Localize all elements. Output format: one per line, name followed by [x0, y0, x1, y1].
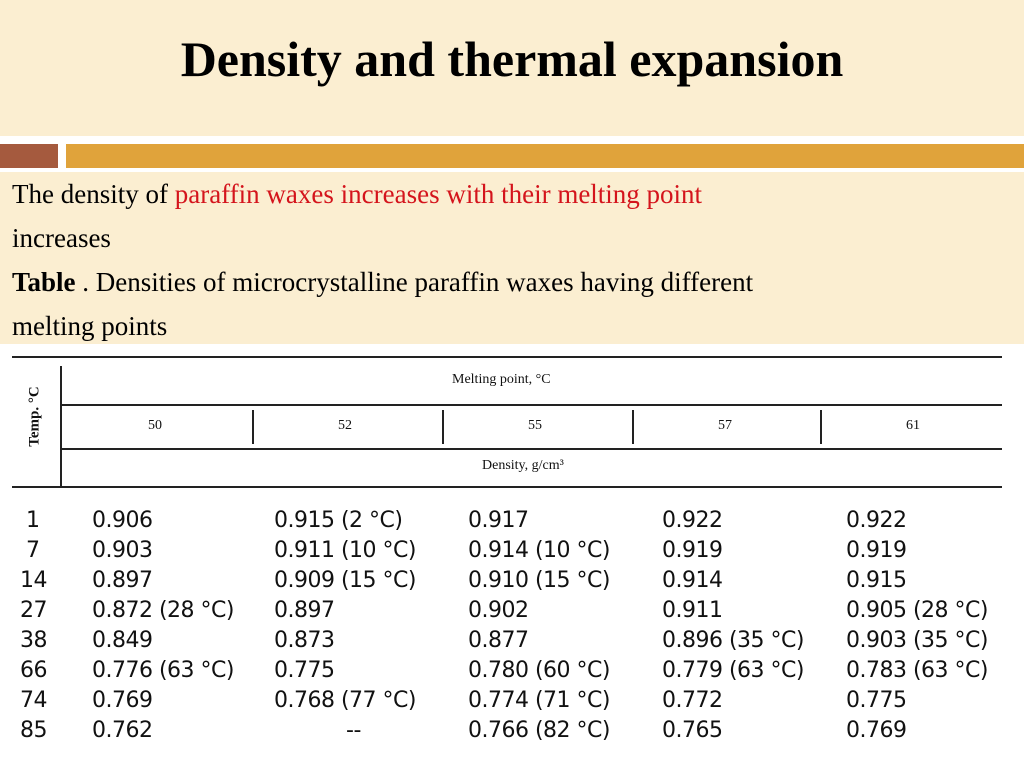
caption-label: Table — [12, 267, 76, 297]
density-cell: 0.915 — [846, 568, 907, 593]
density-table: Temp. °C Melting point, °C Density, g/cm… — [12, 352, 1012, 764]
table-top-rule — [12, 356, 1002, 358]
density-cell: 0.910 (15 °C) — [468, 568, 611, 593]
col-header-55: 55 — [528, 418, 542, 433]
density-cell: 0.775 — [274, 658, 335, 683]
melting-point-header: Melting point, °C — [452, 372, 551, 387]
density-cell: 0.766 (82 °C) — [468, 718, 611, 743]
density-cell: 0.905 (28 °C) — [846, 598, 989, 623]
density-cell: 0.914 — [662, 568, 723, 593]
body-text-box: The density of paraffin waxes increases … — [0, 172, 1024, 344]
temp-cell: 7 — [26, 538, 40, 563]
col-header-52: 52 — [338, 418, 352, 433]
density-cell: 0.915 (2 °C) — [274, 508, 403, 533]
density-cell: 0.779 (63 °C) — [662, 658, 805, 683]
temp-cell: 74 — [20, 688, 48, 713]
accent-bar-right — [66, 144, 1024, 168]
density-cell: 0.919 — [846, 538, 907, 563]
col-divider-3 — [632, 410, 634, 444]
density-cell: 0.780 (60 °C) — [468, 658, 611, 683]
slide-title: Density and thermal expansion — [180, 31, 844, 87]
temp-column-header: Temp. °C — [26, 386, 43, 447]
density-cell: 0.896 (35 °C) — [662, 628, 805, 653]
header-rule-2 — [62, 448, 1002, 450]
density-unit-header: Density, g/cm³ — [482, 458, 564, 473]
density-cell: 0.765 — [662, 718, 723, 743]
density-cell: 0.768 (77 °C) — [274, 688, 417, 713]
density-cell: 0.903 (35 °C) — [846, 628, 989, 653]
statement-line: The density of paraffin waxes increases … — [0, 172, 1024, 216]
caption-text: . Densities of microcrystalline paraffin… — [75, 267, 754, 297]
col-divider-4 — [820, 410, 822, 444]
density-cell: 0.774 (71 °C) — [468, 688, 611, 713]
col-divider-2 — [442, 410, 444, 444]
density-cell: 0.902 — [468, 598, 529, 623]
density-cell: 0.872 (28 °C) — [92, 598, 235, 623]
density-cell: 0.917 — [468, 508, 529, 533]
density-cell: 0.849 — [92, 628, 153, 653]
density-cell: 0.909 (15 °C) — [274, 568, 417, 593]
header-rule-1 — [62, 404, 1002, 406]
density-cell: 0.772 — [662, 688, 723, 713]
header-left-rule — [60, 366, 62, 486]
density-cell: 0.911 — [662, 598, 723, 623]
header-bottom-rule — [12, 486, 1002, 488]
density-cell: 0.914 (10 °C) — [468, 538, 611, 563]
statement-suffix: increases — [12, 223, 111, 253]
density-cell: 0.897 — [92, 568, 153, 593]
col-header-50: 50 — [148, 418, 162, 433]
density-cell: -- — [346, 718, 361, 743]
density-cell: 0.873 — [274, 628, 335, 653]
density-cell: 0.919 — [662, 538, 723, 563]
temp-cell: 1 — [26, 508, 40, 533]
temp-cell: 66 — [20, 658, 48, 683]
col-header-57: 57 — [718, 418, 732, 433]
density-cell: 0.769 — [92, 688, 153, 713]
density-cell: 0.762 — [92, 718, 153, 743]
density-cell: 0.877 — [468, 628, 529, 653]
accent-bar-left — [0, 144, 58, 168]
table-caption-continued: melting points — [12, 311, 168, 341]
table-caption: Table . Densities of microcrystalline pa… — [0, 260, 1024, 304]
density-cell: 0.776 (63 °C) — [92, 658, 235, 683]
density-cell: 0.922 — [846, 508, 907, 533]
density-cell: 0.922 — [662, 508, 723, 533]
density-cell: 0.769 — [846, 718, 907, 743]
density-cell: 0.911 (10 °C) — [274, 538, 417, 563]
title-band: Density and thermal expansion — [0, 0, 1024, 136]
density-cell: 0.903 — [92, 538, 153, 563]
statement-highlight: paraffin waxes increases with their melt… — [174, 179, 703, 209]
density-cell: 0.775 — [846, 688, 907, 713]
temp-cell: 38 — [20, 628, 48, 653]
col-divider-1 — [252, 410, 254, 444]
statement-prefix: The density of — [12, 179, 175, 209]
density-cell: 0.783 (63 °C) — [846, 658, 989, 683]
temp-cell: 85 — [20, 718, 48, 743]
temp-cell: 14 — [20, 568, 48, 593]
density-cell: 0.897 — [274, 598, 335, 623]
density-cell: 0.906 — [92, 508, 153, 533]
temp-cell: 27 — [20, 598, 48, 623]
col-header-61: 61 — [906, 418, 920, 433]
